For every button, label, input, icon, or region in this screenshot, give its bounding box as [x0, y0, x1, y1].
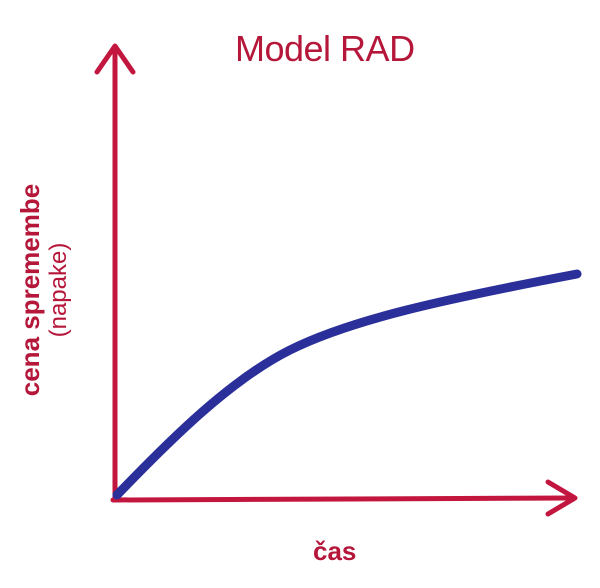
y-axis-arrowhead — [94, 43, 136, 75]
diagram-title: Model RAD — [235, 28, 415, 69]
x-axis-label: čas — [313, 536, 357, 566]
y-axis-label: cena spremembe — [15, 183, 45, 397]
x-axis — [110, 495, 573, 503]
y-axis-sublabel: (napake) — [45, 242, 72, 338]
x-axis-arrowhead — [545, 479, 578, 517]
cost-curve — [112, 269, 582, 500]
